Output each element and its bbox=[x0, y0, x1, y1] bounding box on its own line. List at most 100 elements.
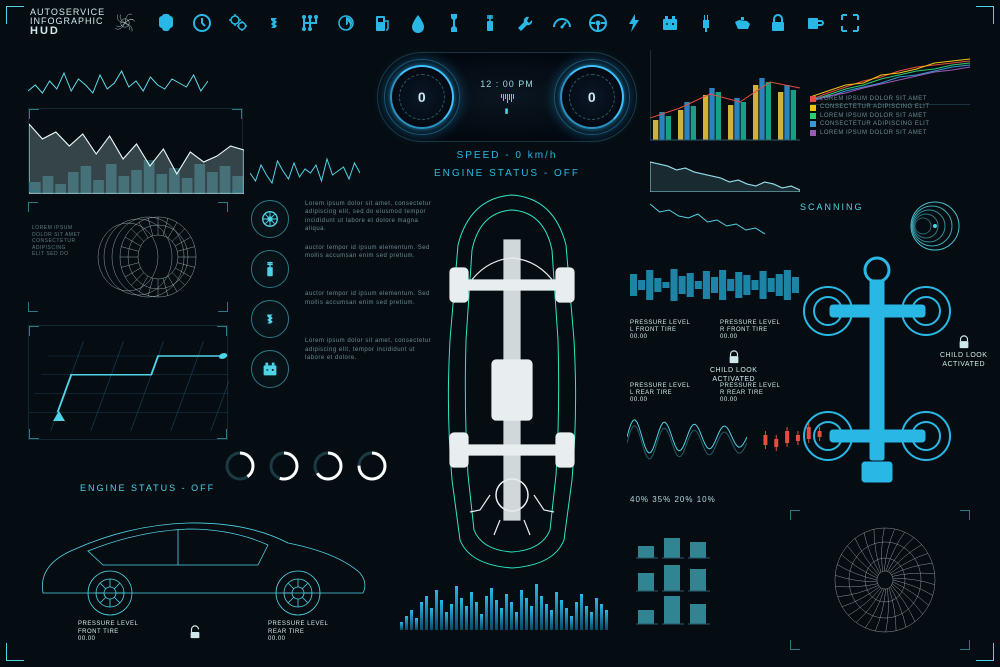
header-icon-row bbox=[155, 12, 861, 34]
eq-bar bbox=[580, 594, 583, 630]
donut-gauge bbox=[224, 450, 256, 482]
equalizer-bars bbox=[400, 575, 615, 630]
battery-icon bbox=[659, 12, 681, 34]
chassis-view bbox=[790, 250, 965, 510]
eq-bar bbox=[555, 592, 558, 630]
donut-row bbox=[224, 450, 388, 482]
drop-icon bbox=[407, 12, 429, 34]
eq-bar bbox=[560, 600, 563, 630]
eq-bar bbox=[470, 592, 473, 630]
chart-area-bars bbox=[28, 108, 243, 193]
brain-icon bbox=[155, 12, 177, 34]
donut-gauge bbox=[312, 450, 344, 482]
clutch-text: LOREM IPSUM DOLOR SIT AMET CONSECTETUR A… bbox=[32, 225, 87, 258]
dash-time: 12 : 00 PM bbox=[480, 77, 534, 91]
eq-bar bbox=[540, 596, 543, 630]
chart-candlestick bbox=[760, 410, 825, 465]
eq-bar bbox=[570, 616, 573, 630]
chart-oscillo-small bbox=[250, 108, 360, 193]
donut-gauge bbox=[356, 450, 388, 482]
gauge-left-value: 0 bbox=[418, 89, 426, 105]
car-top-view bbox=[430, 190, 595, 570]
clock-icon bbox=[191, 12, 213, 34]
speedo-icon bbox=[551, 12, 573, 34]
wheel-icon bbox=[251, 200, 289, 238]
dashboard-gauges: 0 12 : 00 PM ▮ 0 bbox=[377, 52, 637, 142]
dash-center: 12 : 00 PM ▮ bbox=[480, 77, 534, 118]
battery-icon bbox=[251, 350, 289, 388]
frame-corner-tr bbox=[976, 6, 994, 24]
chart-sine bbox=[627, 410, 747, 465]
eq-bar bbox=[425, 596, 428, 630]
oilcan-icon bbox=[731, 12, 753, 34]
comp-p2: auctor tempor id ipsum elementum. Sed mo… bbox=[305, 244, 435, 261]
engine-status-label: ENGINE STATUS - OFF bbox=[377, 168, 637, 179]
eq-bar bbox=[460, 598, 463, 630]
turbine-wireframe bbox=[790, 510, 970, 650]
frame-corner-br bbox=[976, 643, 994, 661]
gauge-left: 0 bbox=[384, 59, 460, 135]
spanner-icon bbox=[443, 12, 465, 34]
gauge-right-value: 0 bbox=[588, 89, 596, 105]
comp-p1: Lorem ipsum dolor sit amet, consectetur … bbox=[305, 200, 435, 234]
eq-bar bbox=[405, 616, 408, 630]
shock-icon bbox=[263, 12, 285, 34]
eq-bar bbox=[475, 602, 478, 630]
map-panel bbox=[28, 325, 228, 440]
header: AUTOSERVICE INFOGRAPHIC HUD bbox=[30, 8, 970, 37]
component-icon-column bbox=[245, 200, 295, 388]
waveform-audio bbox=[630, 263, 800, 308]
chart-grouped-bars bbox=[650, 50, 800, 145]
legend-item: LOREM IPSUM DOLOR SIT AMET bbox=[810, 112, 970, 120]
sparkplug-icon bbox=[695, 12, 717, 34]
gauge-right: 0 bbox=[554, 59, 630, 135]
cup-icon bbox=[803, 12, 825, 34]
frame-corner-bl bbox=[6, 643, 24, 661]
legend-item: CONSECTETUR ADIPISCING ELIT bbox=[810, 120, 970, 128]
car-side-view: PRESSURE LEVEL FRONT TIRE 00.00 PRESSURE… bbox=[28, 495, 373, 625]
gears-icon bbox=[227, 12, 249, 34]
legend-item: LOREM IPSUM DOLOR SIT AMET bbox=[810, 95, 970, 103]
eq-bar bbox=[575, 602, 578, 630]
chart-line-med bbox=[650, 199, 765, 244]
donut-gauge bbox=[268, 450, 300, 482]
eq-bar bbox=[500, 608, 503, 630]
eq-bar bbox=[550, 610, 553, 630]
eq-bar bbox=[480, 614, 483, 630]
press-lr: PRESSURE LEVELL REAR TIRE00.00 bbox=[630, 383, 700, 405]
pct-labels: 40% 35% 20% 10% bbox=[630, 495, 716, 504]
dash-mini-bars bbox=[480, 94, 534, 103]
lock-icon bbox=[957, 335, 971, 349]
eq-bar bbox=[520, 590, 523, 630]
logo-line3: HUD bbox=[30, 26, 105, 37]
eq-bar bbox=[435, 590, 438, 630]
scanning-label: SCANNING bbox=[800, 202, 864, 212]
side-engine-label: ENGINE STATUS - OFF bbox=[80, 483, 215, 493]
eq-bar bbox=[450, 604, 453, 630]
eq-bar bbox=[495, 600, 498, 630]
piston-icon bbox=[479, 12, 501, 34]
speed-label: SPEED - 0 km/h bbox=[377, 150, 637, 161]
eq-bar bbox=[485, 596, 488, 630]
eq-bar bbox=[565, 608, 568, 630]
component-text: Lorem ipsum dolor sit amet, consectetur … bbox=[305, 200, 435, 362]
eq-bar bbox=[535, 584, 538, 630]
press-lf: PRESSURE LEVELL FRONT TIRE00.00 bbox=[630, 320, 700, 342]
wrench-icon bbox=[515, 12, 537, 34]
shock-icon bbox=[251, 300, 289, 338]
fuelpump-icon bbox=[371, 12, 393, 34]
unlock-icon bbox=[188, 625, 202, 639]
lock-icon bbox=[767, 12, 789, 34]
logo-swirl-icon bbox=[111, 9, 139, 37]
eq-bar bbox=[430, 608, 433, 630]
logo-text: AUTOSERVICE INFOGRAPHIC HUD bbox=[30, 8, 105, 37]
expand-icon bbox=[839, 12, 861, 34]
side-press-rear: PRESSURE LEVEL REAR TIRE 00.00 bbox=[268, 621, 328, 643]
press-rr: PRESSURE LEVELR REAR TIRE00.00 bbox=[720, 383, 790, 405]
eq-bar bbox=[420, 602, 423, 630]
legend-item: CONSECTETUR ADIPISCING ELIT bbox=[810, 103, 970, 111]
side-press-front: PRESSURE LEVEL FRONT TIRE 00.00 bbox=[78, 621, 138, 643]
eq-bar bbox=[515, 612, 518, 630]
eq-bar bbox=[545, 604, 548, 630]
chart-mini-bars-3x3 bbox=[634, 530, 714, 630]
